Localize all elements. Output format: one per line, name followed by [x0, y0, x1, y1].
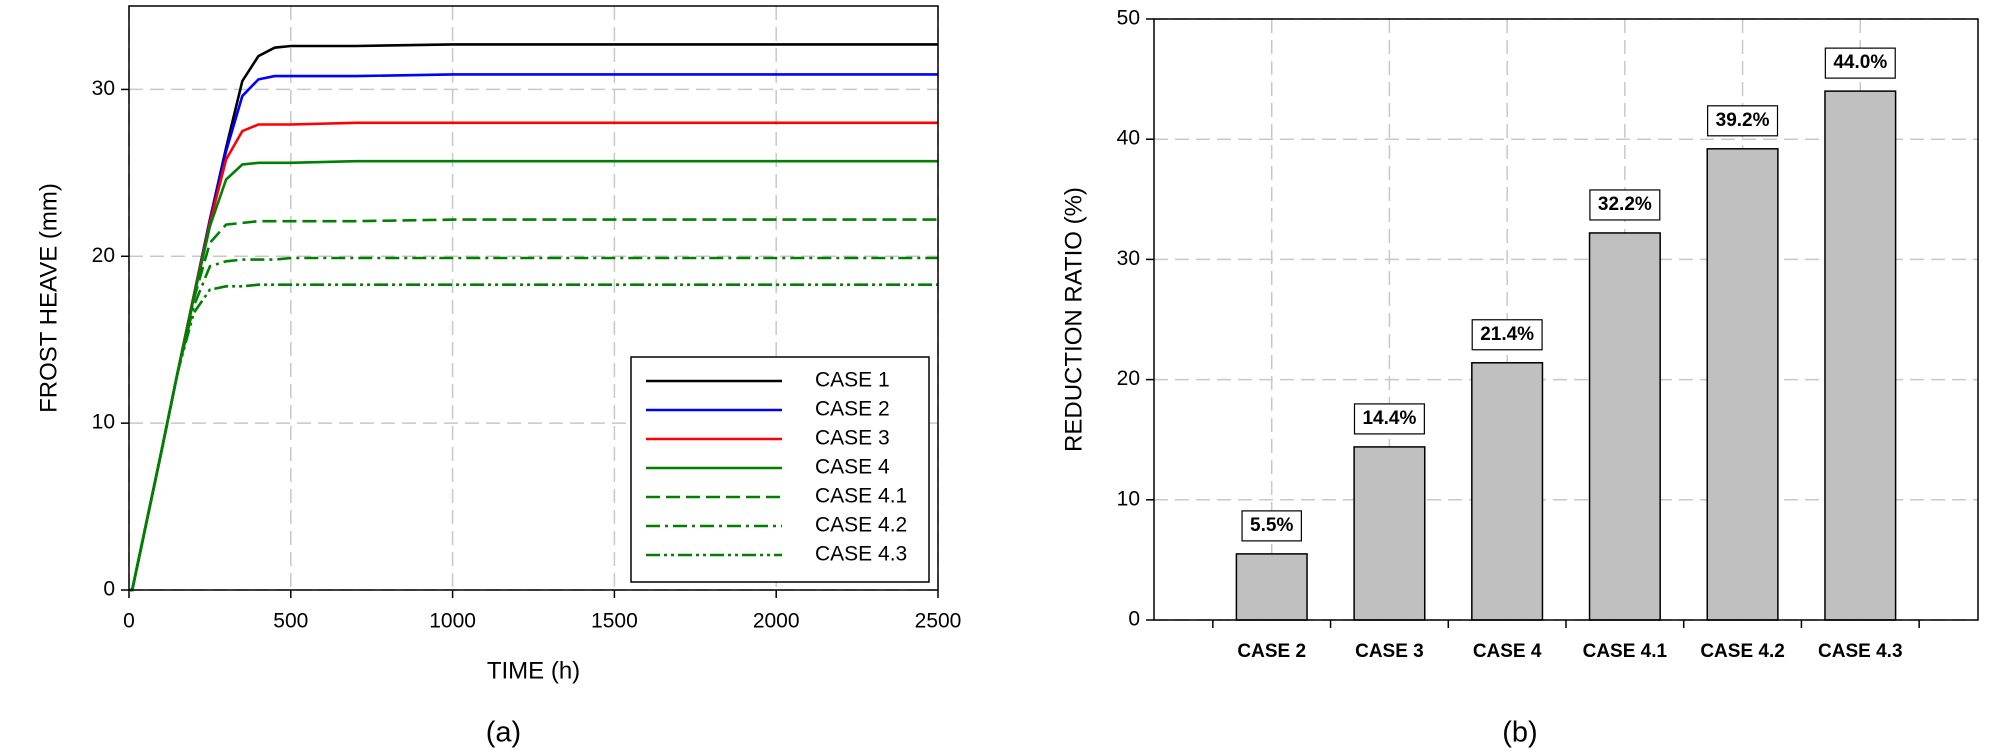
y-tick-label: 0 [1128, 608, 1140, 631]
plot-frame [128, 5, 939, 591]
bar [1706, 148, 1779, 621]
bar [1235, 553, 1308, 621]
x-tick-label: 2000 [753, 610, 800, 633]
value-label-box [1353, 403, 1425, 435]
y-axis-title: REDUCTION RATIO (%) [1060, 187, 1087, 452]
y-tick-label: 20 [92, 244, 115, 267]
y-tick-label: 40 [1117, 127, 1140, 150]
x-tick-label: 500 [273, 610, 308, 633]
y-axis-title: FROST HEAVE (mm) [35, 183, 62, 413]
series-line [129, 283, 938, 592]
value-label-box [1241, 510, 1302, 542]
legend-label: CASE 2 [815, 398, 890, 421]
x-tick-label: CASE 4.3 [1818, 641, 1902, 662]
value-label: 14.4% [1362, 408, 1416, 429]
bar [1588, 232, 1661, 621]
series-line [129, 256, 938, 592]
bar [1471, 362, 1544, 621]
value-label: 39.2% [1716, 110, 1770, 131]
legend-label: CASE 3 [815, 427, 890, 450]
y-tick-label: 10 [1117, 487, 1140, 510]
value-label-box [1589, 189, 1661, 221]
x-tick-label: CASE 4 [1473, 641, 1542, 662]
caption: (a) [486, 717, 521, 749]
value-label-box [1707, 105, 1779, 137]
y-tick-label: 30 [1117, 247, 1140, 270]
bar [1824, 90, 1897, 621]
legend-label: CASE 4.2 [815, 514, 907, 537]
y-tick-label: 0 [103, 578, 115, 601]
plot-frame [1153, 18, 1979, 621]
x-tick-label: 1000 [429, 610, 476, 633]
x-tick-label: 0 [123, 610, 135, 633]
legend-box [630, 356, 930, 583]
x-tick-label: CASE 4.1 [1583, 641, 1668, 662]
value-label-box [1824, 47, 1896, 79]
series-line [129, 218, 938, 592]
legend-label: CASE 4.3 [815, 543, 907, 566]
value-label: 44.0% [1833, 52, 1887, 73]
value-label: 32.2% [1598, 194, 1652, 215]
x-tick-label: 1500 [591, 610, 638, 633]
value-label: 21.4% [1480, 324, 1534, 345]
y-tick-label: 50 [1117, 7, 1140, 30]
caption: (b) [1502, 717, 1537, 749]
y-tick-label: 10 [92, 411, 115, 434]
x-tick-label: 2500 [915, 610, 962, 633]
value-label-box [1471, 319, 1543, 351]
x-tick-label: CASE 2 [1237, 641, 1306, 662]
x-tick-label: CASE 3 [1355, 641, 1424, 662]
y-tick-label: 20 [1117, 367, 1140, 390]
bar [1353, 446, 1426, 621]
y-tick-label: 30 [92, 77, 115, 100]
legend-label: CASE 4 [815, 456, 890, 479]
x-tick-label: CASE 4.2 [1700, 641, 1784, 662]
legend-label: CASE 4.1 [815, 485, 907, 508]
legend-label: CASE 1 [815, 369, 890, 392]
x-axis-title: TIME (h) [487, 657, 580, 684]
value-label: 5.5% [1250, 515, 1293, 536]
